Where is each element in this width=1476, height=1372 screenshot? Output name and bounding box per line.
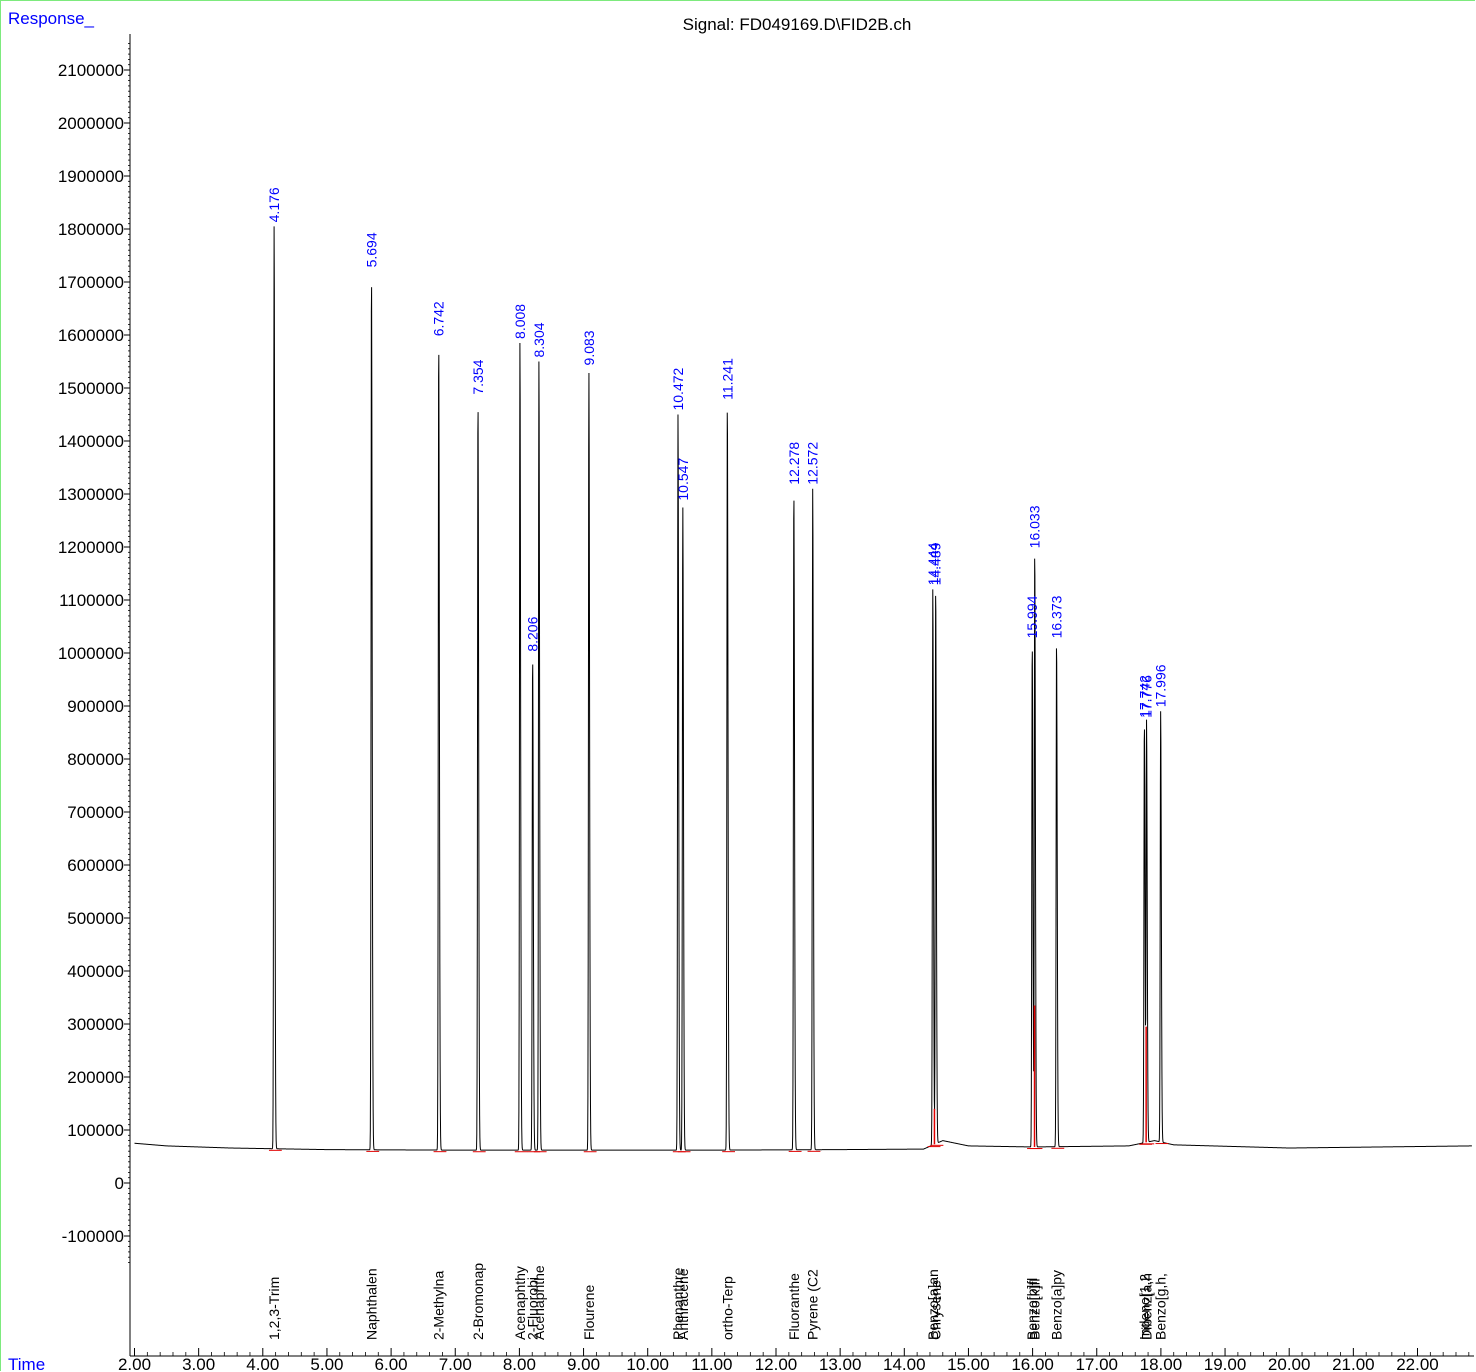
x-tick-label: 17.00	[1075, 1355, 1118, 1372]
x-tick-label: 21.00	[1332, 1355, 1375, 1372]
x-tick-label: 8.00	[503, 1355, 536, 1372]
compound-label: ortho-Terp	[719, 1276, 735, 1340]
retention-time-label: 5.694	[363, 232, 379, 267]
y-tick-label: 200000	[67, 1068, 124, 1087]
chromatogram-trace	[134, 226, 1472, 1151]
y-tick-label: 300000	[67, 1015, 124, 1034]
retention-time-label: 10.547	[675, 458, 691, 501]
y-tick-label: 900000	[67, 697, 124, 716]
retention-time-label: 12.278	[786, 442, 802, 485]
retention-time-label: 16.373	[1049, 595, 1065, 638]
x-tick-label: 15.00	[947, 1355, 990, 1372]
x-tick-label: 14.00	[883, 1355, 926, 1372]
compound-label: Pyrene (C2	[805, 1269, 821, 1340]
x-tick-label: 18.00	[1140, 1355, 1183, 1372]
y-tick-label: 1300000	[58, 485, 124, 504]
y-tick-label: 2000000	[58, 114, 124, 133]
y-tick-label: 1700000	[58, 273, 124, 292]
y-tick-label: 500000	[67, 909, 124, 928]
x-tick-label: 2.00	[118, 1355, 151, 1372]
compound-label: Anthracene	[675, 1268, 691, 1340]
compound-label: 2-Fluorobi	[525, 1277, 541, 1340]
retention-time-label: 16.033	[1027, 505, 1043, 548]
compound-label: Naphthalen	[363, 1268, 379, 1340]
y-tick-label: 1600000	[58, 326, 124, 345]
y-tick-label: 0	[115, 1174, 124, 1193]
y-tick-label: 400000	[67, 962, 124, 981]
x-tick-label: 20.00	[1268, 1355, 1311, 1372]
y-tick-label: 1200000	[58, 538, 124, 557]
x-axis-title: Time	[8, 1355, 45, 1372]
y-tick-label: 2100000	[58, 61, 124, 80]
retention-time-label: 15.994	[1024, 595, 1040, 638]
y-tick-label: 1800000	[58, 220, 124, 239]
y-tick-label: 1500000	[58, 379, 124, 398]
compound-label: Acenaphthe	[531, 1265, 547, 1340]
retention-time-label: 12.572	[805, 442, 821, 485]
compound-label: 2-Methylna	[431, 1271, 447, 1340]
retention-time-label: 14.489	[928, 542, 944, 585]
x-tick-label: 19.00	[1204, 1355, 1247, 1372]
y-tick-label: 600000	[67, 856, 124, 875]
x-tick-label: 11.00	[691, 1355, 732, 1372]
compound-label: Flourene	[581, 1285, 597, 1340]
y-tick-label: -100000	[62, 1227, 124, 1246]
compound-label: Acenaphthy	[512, 1266, 528, 1340]
retention-time-label: 4.176	[266, 187, 282, 222]
x-tick-label: 13.00	[819, 1355, 862, 1372]
chart-title: Signal: FD049169.D\FID2B.ch	[683, 15, 912, 34]
x-tick-label: 4.00	[246, 1355, 279, 1372]
y-tick-label: 1900000	[58, 167, 124, 186]
compound-label: Benzo[g,h,	[1153, 1273, 1169, 1340]
compound-label: Phenanthre	[670, 1267, 686, 1340]
compound-label: Benzo[a]an	[925, 1269, 941, 1340]
retention-time-label: 7.354	[470, 359, 486, 394]
y-axis-title: Response_	[8, 9, 95, 28]
compound-label: Indeno[1,2	[1136, 1274, 1152, 1340]
x-tick-label: 3.00	[182, 1355, 215, 1372]
compound-label: Chrysene	[928, 1280, 944, 1340]
compound-label: 2-Bromonap	[470, 1263, 486, 1340]
retention-time-label: 17.742	[1136, 675, 1152, 718]
x-tick-label: 7.00	[439, 1355, 472, 1372]
x-tick-label: 6.00	[375, 1355, 408, 1372]
compound-label: Dibenz[a,h	[1139, 1273, 1155, 1340]
x-tick-label: 22.00	[1396, 1355, 1439, 1372]
retention-time-label: 8.206	[525, 616, 541, 651]
y-tick-label: 700000	[67, 803, 124, 822]
retention-time-label: 8.304	[531, 322, 547, 357]
x-tick-label: 10.00	[626, 1355, 669, 1372]
retention-time-label: 17.996	[1153, 664, 1169, 707]
retention-time-label: 11.241	[719, 358, 735, 400]
y-tick-label: 1400000	[58, 432, 124, 451]
retention-time-label: 8.008	[512, 304, 528, 339]
y-tick-label: 1000000	[58, 644, 124, 663]
compound-label: Benzo[a]py	[1049, 1270, 1065, 1340]
retention-time-label: 6.742	[431, 301, 447, 336]
x-tick-label: 9.00	[567, 1355, 600, 1372]
y-tick-label: 800000	[67, 750, 124, 769]
x-tick-label: 16.00	[1011, 1355, 1054, 1372]
compound-label: Benzo[k]fl	[1027, 1279, 1043, 1340]
compound-label: Benzo[b]fl	[1024, 1278, 1040, 1340]
y-tick-label: 1100000	[59, 591, 124, 610]
compound-label: Fluoranthe	[786, 1273, 802, 1340]
x-tick-label: 5.00	[310, 1355, 343, 1372]
compound-label: 1,2,3-Trim	[266, 1277, 282, 1340]
retention-time-label: 9.083	[581, 330, 597, 365]
retention-time-label: 17.776	[1139, 675, 1155, 718]
x-tick-label: 12.00	[755, 1355, 798, 1372]
retention-time-label: 14.444	[925, 542, 941, 585]
y-tick-label: 100000	[67, 1121, 124, 1140]
retention-time-label: 10.472	[670, 367, 686, 410]
